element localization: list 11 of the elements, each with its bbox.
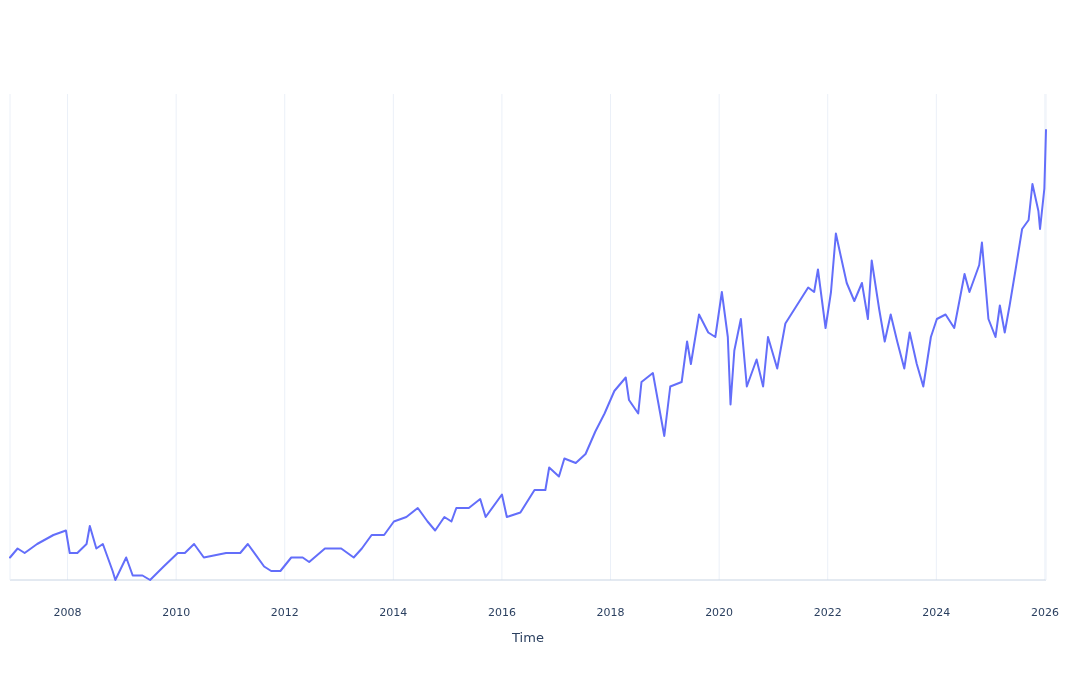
x-tick-label: 2010: [162, 606, 191, 619]
x-tick-label: 2026: [1030, 606, 1059, 619]
x-tick-label: 2022: [813, 606, 842, 619]
x-tick-label: 2014: [379, 606, 408, 619]
x-tick-label: 2018: [596, 606, 625, 619]
x-tick-label: 2016: [487, 606, 516, 619]
x-tick-label: 2008: [53, 606, 82, 619]
x-axis-title: Time: [511, 630, 544, 645]
x-tick-label: 2012: [270, 606, 299, 619]
x-tick-label: 2020: [705, 606, 734, 619]
x-tick-label: 2024: [922, 606, 951, 619]
